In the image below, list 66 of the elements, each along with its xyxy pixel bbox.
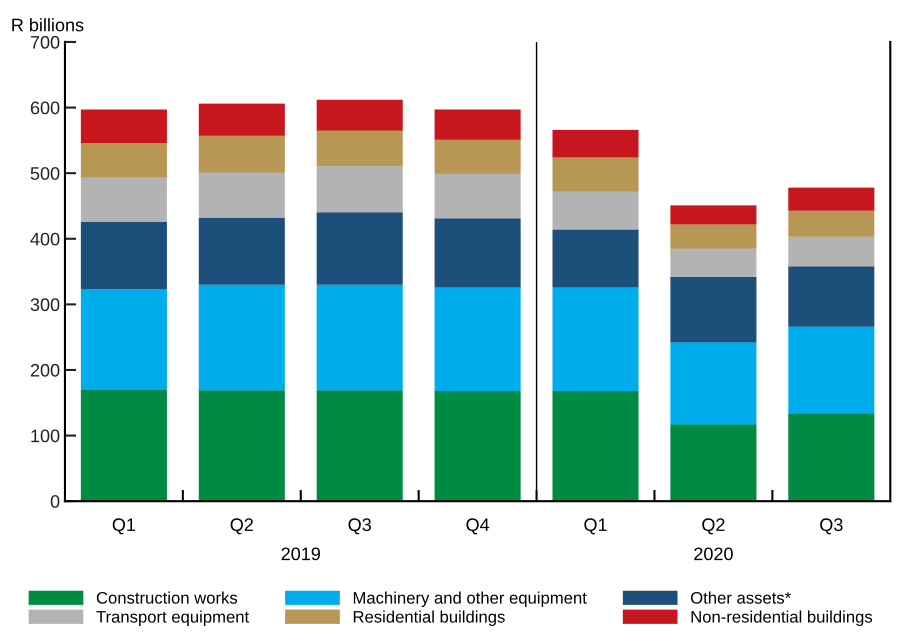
- text: 2020: [694, 547, 733, 560]
- x-tick-label: Q4: [466, 518, 490, 534]
- y-tick-label: 100: [31, 430, 60, 442]
- x-tick-label: Q1: [584, 518, 607, 534]
- bar: [788, 266, 874, 327]
- bar: [80, 390, 167, 502]
- legend-label: Residential buildings: [354, 610, 505, 626]
- bar: [552, 192, 639, 230]
- bar: [316, 284, 403, 390]
- y-tick-label: 200: [30, 364, 60, 377]
- bar: [670, 342, 756, 424]
- bar: [80, 143, 167, 178]
- bar: [434, 174, 521, 218]
- bar: [198, 284, 285, 390]
- legend-label: Construction works: [96, 592, 238, 604]
- bar: [788, 326, 874, 414]
- bar: [788, 210, 874, 237]
- bar: [316, 100, 403, 131]
- bar: [198, 172, 285, 218]
- bar: [552, 230, 639, 288]
- y-tick-label: 300: [30, 298, 60, 312]
- bar: [670, 205, 756, 224]
- bar: [670, 248, 756, 277]
- bar: [788, 236, 874, 266]
- bar: [552, 157, 639, 192]
- bar: [80, 110, 167, 143]
- bar: [434, 287, 521, 391]
- bar: [434, 390, 521, 502]
- bar: [198, 390, 285, 502]
- bar: [198, 104, 285, 136]
- bar: [316, 390, 403, 502]
- y-tick-label: 700: [30, 36, 60, 49]
- bar: [434, 110, 521, 140]
- y-tick-label: 400: [30, 232, 60, 246]
- bar: [434, 218, 521, 288]
- bar: [198, 136, 285, 173]
- y-tick-label: 500: [30, 167, 60, 180]
- y-tick-label: 0: [50, 495, 60, 508]
- legend-label: Transport equipment: [96, 610, 250, 626]
- bar: [670, 224, 756, 249]
- bar: [788, 413, 874, 502]
- legend-label: Machinery and other equipment: [354, 592, 587, 608]
- bar: [552, 130, 639, 158]
- bar: [198, 218, 285, 285]
- bar: [552, 287, 639, 391]
- bar: [316, 212, 403, 285]
- x-tick-label: Q3: [348, 518, 371, 534]
- bar: [80, 222, 167, 290]
- x-tick-label: Q2: [230, 518, 253, 534]
- bar: [316, 130, 403, 166]
- bar: [434, 140, 521, 174]
- legend-label: Other assets*: [690, 592, 791, 604]
- x-tick-label: Q3: [820, 518, 843, 534]
- x-tick-label: Q2: [702, 518, 725, 534]
- text: 2019: [282, 547, 320, 560]
- y-tick-label: 600: [30, 102, 60, 114]
- bar: [316, 166, 403, 213]
- bar: [670, 276, 756, 342]
- bar: [670, 424, 756, 502]
- y-axis-title: R billions: [12, 18, 84, 32]
- legend-label: Non-residential buildings: [692, 610, 872, 626]
- x-tick-label: Q1: [112, 518, 136, 534]
- bar: [552, 390, 639, 502]
- bar: [80, 178, 167, 222]
- bar: [788, 188, 874, 211]
- bar: [80, 289, 167, 390]
